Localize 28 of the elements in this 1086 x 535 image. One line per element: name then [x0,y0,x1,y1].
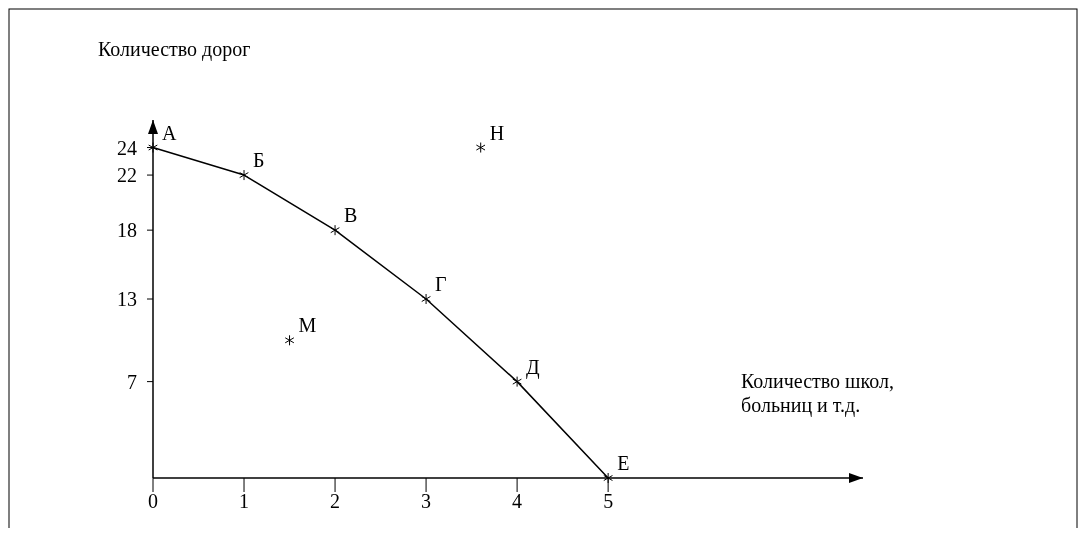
point [284,334,295,346]
annotation: В [344,204,358,227]
point [330,224,340,236]
x-tick-label: 3 [421,490,432,512]
y-tick-label: 18 [117,219,137,242]
annotation: Д [526,355,541,379]
x-axis-title: Количество школ, больниц и т.д. [741,370,894,417]
point [475,142,486,154]
point [421,293,431,305]
x-tick-label: 1 [239,490,250,512]
y-tick-label: 7 [127,370,137,393]
y-axis-title: Количество дорог [98,38,251,61]
annotation: Г [435,273,447,295]
annotation: Е [617,452,630,474]
annotation: Н [489,121,505,144]
x-tick-label: 2 [330,490,341,512]
x-tick-label: 5 [603,490,614,512]
x-tick-label: 0 [148,490,158,512]
y-tick-label: 13 [117,288,137,310]
annotation: А [162,121,177,144]
y-tick-label: 22 [117,164,137,187]
annotation: М [298,314,317,337]
point [239,169,249,181]
y-tick-label: 24 [117,136,137,159]
point [512,376,522,388]
annotation: Б [253,149,265,172]
x-tick-label: 4 [512,490,523,512]
point [603,472,613,484]
